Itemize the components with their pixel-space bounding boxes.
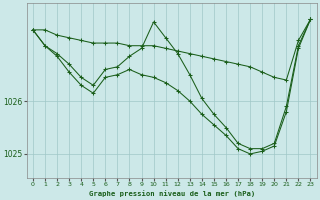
X-axis label: Graphe pression niveau de la mer (hPa): Graphe pression niveau de la mer (hPa): [89, 190, 255, 197]
